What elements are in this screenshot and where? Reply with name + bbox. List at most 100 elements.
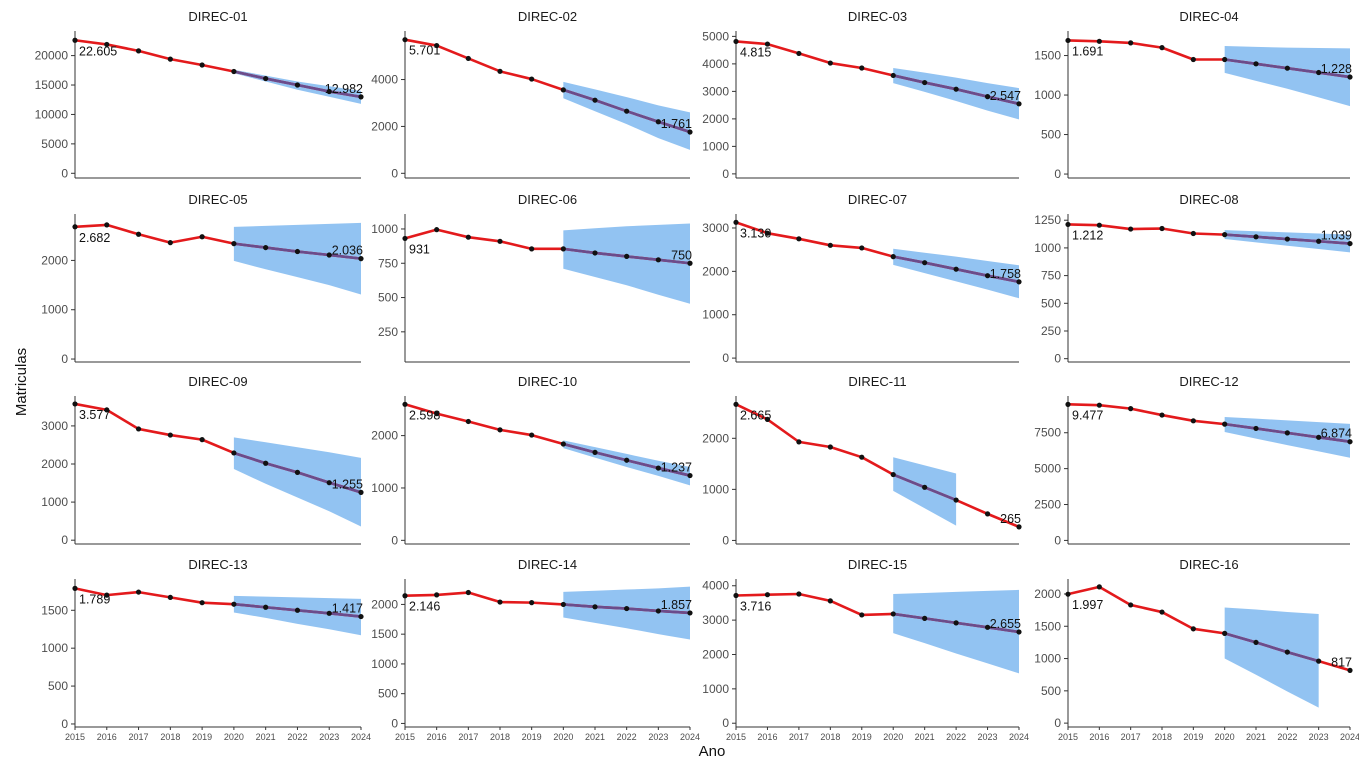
data-label-end: 750 bbox=[671, 248, 692, 262]
x-axis-title: Ano bbox=[699, 743, 726, 760]
panel-title: DIREC-05 bbox=[188, 192, 247, 207]
forecast-line bbox=[1224, 632, 1320, 663]
x-tick-label: 2019 bbox=[522, 732, 542, 742]
data-point bbox=[465, 418, 471, 425]
data-point bbox=[1096, 222, 1102, 228]
data-point bbox=[497, 427, 503, 433]
x-tick-label: 2018 bbox=[490, 732, 510, 742]
x-tick-label: 2015 bbox=[395, 732, 415, 742]
data-point bbox=[1016, 279, 1022, 285]
y-tick-label: 2000 bbox=[702, 647, 729, 661]
panel-title: DIREC-13 bbox=[188, 557, 247, 572]
data-point bbox=[687, 472, 693, 479]
panel-title: DIREC-12 bbox=[1179, 374, 1238, 389]
y-tick-label: 2000 bbox=[371, 429, 398, 443]
data-point bbox=[294, 469, 301, 475]
forecast-band bbox=[233, 437, 361, 527]
panel-title: DIREC-06 bbox=[518, 192, 577, 207]
panel-direc-03: DIREC-03 0 1000 2000 3000 4000 5000 4.815 2.547 bbox=[702, 9, 1022, 181]
data-point bbox=[796, 236, 802, 242]
y-tick-label: 0 bbox=[1054, 352, 1061, 366]
y-tick-label: 0 bbox=[722, 533, 729, 547]
x-tick-label: 2020 bbox=[883, 732, 903, 742]
data-point bbox=[104, 407, 110, 413]
y-tick-label: 1500 bbox=[1034, 49, 1061, 63]
x-tick-label: 2023 bbox=[648, 732, 668, 742]
data-label-end: 1.039 bbox=[1321, 229, 1352, 243]
data-point bbox=[199, 62, 205, 68]
data-label-start: 22.605 bbox=[79, 44, 117, 58]
y-tick-label: 0 bbox=[1054, 533, 1061, 547]
data-point bbox=[497, 599, 503, 605]
forecast-band bbox=[893, 589, 1019, 674]
data-point bbox=[764, 230, 771, 236]
data-point bbox=[1128, 406, 1134, 412]
data-point bbox=[655, 608, 661, 614]
y-tick-label: 1000 bbox=[41, 495, 68, 509]
data-point bbox=[1096, 38, 1102, 44]
y-tick-label: 5000 bbox=[41, 137, 68, 151]
data-point bbox=[104, 222, 110, 228]
y-tick-label: 2000 bbox=[702, 264, 729, 278]
data-point bbox=[1253, 234, 1259, 240]
y-tick-label: 3000 bbox=[41, 419, 68, 433]
y-tick-label: 1000 bbox=[702, 308, 729, 322]
data-point bbox=[263, 604, 269, 610]
data-point bbox=[984, 624, 991, 630]
data-point bbox=[796, 50, 802, 57]
data-point bbox=[1016, 629, 1022, 635]
data-label-start: 3.716 bbox=[740, 600, 771, 614]
data-point bbox=[231, 601, 237, 607]
y-tick-label: 750 bbox=[1041, 269, 1061, 283]
y-tick-label: 5000 bbox=[702, 29, 729, 43]
data-point bbox=[1159, 609, 1165, 615]
data-point bbox=[1222, 421, 1228, 427]
data-point bbox=[1128, 602, 1134, 608]
data-label-start: 4.815 bbox=[740, 45, 771, 59]
data-point bbox=[1128, 226, 1134, 232]
data-point bbox=[922, 615, 928, 621]
data-point bbox=[434, 42, 440, 49]
data-point bbox=[529, 600, 535, 606]
data-label-start: 5.701 bbox=[409, 44, 440, 58]
data-point bbox=[434, 227, 440, 233]
panel-direc-10: DIREC-10 0 1000 2000 2.598 1.237 bbox=[371, 374, 693, 547]
data-label-end: 2.655 bbox=[990, 617, 1021, 631]
data-point bbox=[231, 241, 237, 247]
y-tick-label: 3000 bbox=[702, 84, 729, 98]
data-point bbox=[1065, 37, 1071, 44]
y-tick-label: 0 bbox=[61, 352, 68, 366]
data-point bbox=[859, 454, 865, 460]
data-point bbox=[294, 248, 301, 255]
data-point bbox=[1159, 225, 1165, 232]
y-tick-label: 500 bbox=[378, 687, 398, 701]
y-tick-label: 1000 bbox=[371, 222, 398, 236]
data-point bbox=[1016, 101, 1022, 107]
data-label-end: 1.761 bbox=[661, 117, 692, 131]
data-label-start: 931 bbox=[409, 242, 430, 256]
panel-direc-13: DIREC-13 0 500 1000 1500 2015 2016 2017 2018 2019… bbox=[41, 557, 371, 742]
x-tick-label: 2016 bbox=[427, 732, 447, 742]
panel-direc-12: DIREC-12 0 2500 5000 7500 9.477 6.874 bbox=[1034, 374, 1353, 547]
data-point bbox=[687, 129, 693, 135]
data-point bbox=[1253, 61, 1259, 67]
y-tick-label: 0 bbox=[391, 533, 398, 547]
data-point bbox=[560, 87, 566, 93]
data-point bbox=[497, 238, 503, 244]
y-tick-label: 1250 bbox=[1034, 213, 1061, 227]
data-point bbox=[402, 37, 408, 43]
data-point bbox=[402, 401, 408, 407]
data-point bbox=[1159, 45, 1165, 51]
data-label-end: 817 bbox=[1331, 655, 1352, 669]
forecast-band bbox=[893, 457, 957, 526]
x-tick-label: 2021 bbox=[1246, 732, 1266, 742]
y-tick-label: 500 bbox=[1041, 296, 1061, 310]
data-point bbox=[1347, 240, 1353, 247]
data-point bbox=[434, 411, 440, 417]
data-label-start: 3.577 bbox=[79, 408, 110, 422]
data-point bbox=[592, 604, 598, 610]
y-tick-label: 4000 bbox=[702, 579, 729, 593]
data-point bbox=[1316, 69, 1322, 76]
y-tick-label: 0 bbox=[391, 716, 398, 730]
